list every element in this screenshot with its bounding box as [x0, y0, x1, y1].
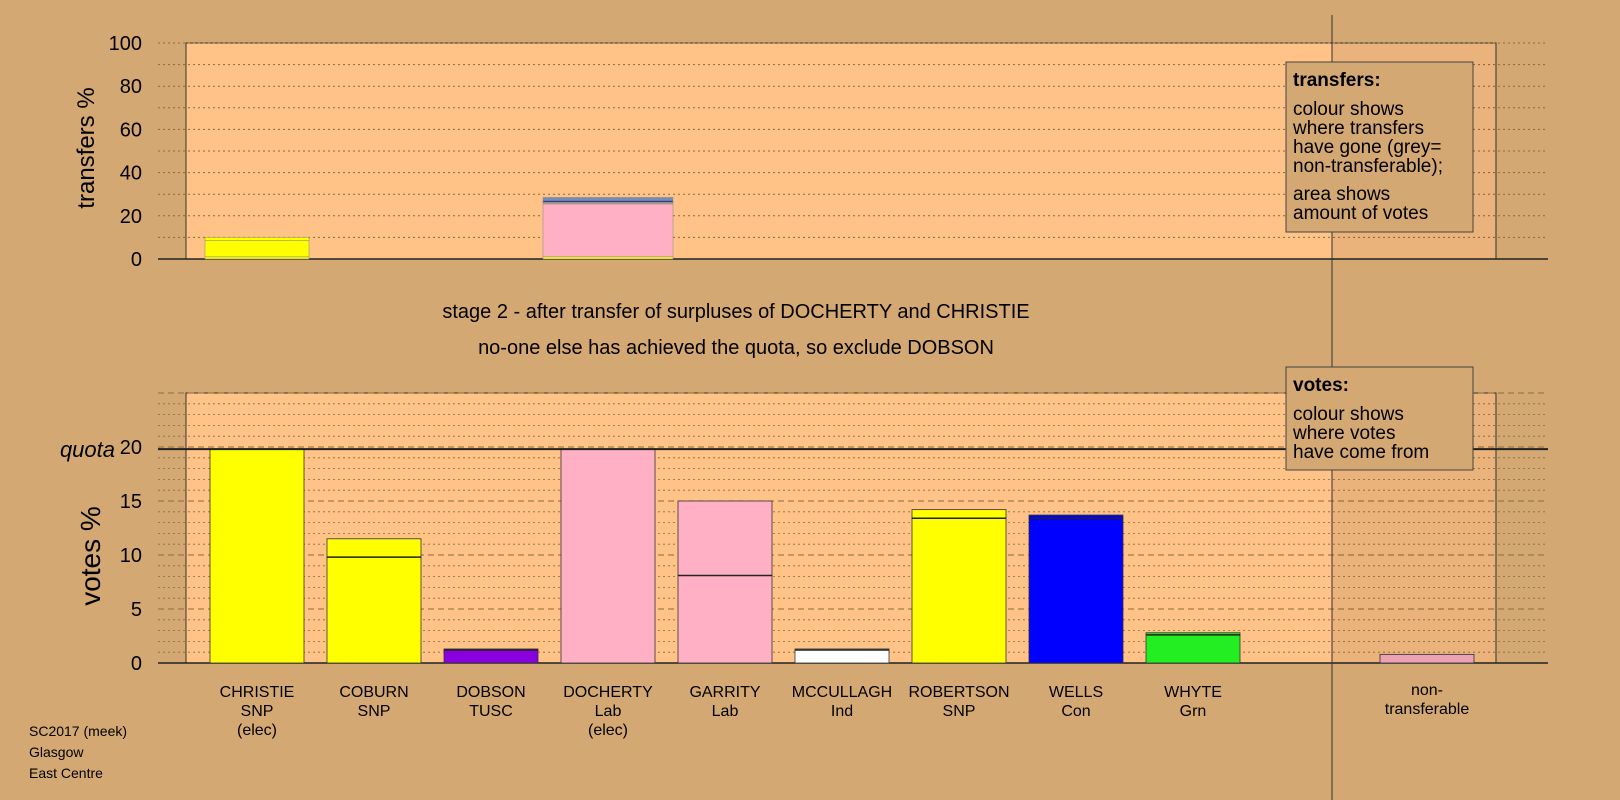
votes-y-ticks: 0 5 10 15 20 — [120, 437, 142, 675]
quota-label: quota — [60, 437, 115, 462]
transfers-y-axis-label: transfers % — [73, 87, 100, 208]
votes-legend: votes: colour shows where votes have com… — [1285, 366, 1474, 471]
candidate-party: Grn — [1180, 703, 1207, 720]
vote-bar-wells — [1028, 517, 1124, 664]
transfers-legend-heading: transfers: — [1293, 70, 1381, 91]
candidate-name: WELLS — [1049, 684, 1103, 701]
votes-y-axis-label: votes % — [75, 506, 106, 606]
transfer-segment-docherty — [542, 256, 674, 260]
vote-bar-christie — [209, 448, 305, 664]
candidate-name: COBURN — [339, 684, 408, 701]
transfers-y-tick-label: 80 — [120, 76, 142, 98]
footer-council: Glasgow — [29, 744, 84, 760]
transfer-segment-docherty — [542, 201, 674, 205]
vote-transfer-segment-robertson — [911, 509, 1007, 519]
candidate-party: TUSC — [469, 703, 513, 720]
candidate-name: DOBSON — [456, 684, 525, 701]
footer: SC2017 (meek) Glasgow East Centre — [29, 723, 127, 781]
transfers-gridlines — [158, 42, 1548, 260]
votes-legend-text: colour shows where votes have come from — [1292, 404, 1429, 463]
candidate-party: SNP — [943, 703, 976, 720]
vote-bar-coburn — [326, 556, 422, 664]
candidate-name: GARRITY — [689, 684, 760, 701]
vote-bar-robertson — [911, 517, 1007, 664]
transfers-bars — [204, 197, 674, 260]
transfers-y-tick-label: 0 — [131, 249, 142, 271]
vote-bar-mccullagh — [794, 649, 890, 664]
votes-y-tick-label: 20 — [120, 437, 142, 459]
votes-chart: 0 5 10 15 20 CHRISTIE SNP (elec) COBURN SNP DOBSO… — [60, 392, 1548, 739]
candidate-name: WHYTE — [1164, 684, 1222, 701]
candidate-party: Lab — [712, 703, 739, 720]
vote-transfer-segment-coburn — [326, 538, 422, 558]
stage-title: stage 2 - after transfer of surpluses of… — [442, 301, 1029, 323]
candidate-status: (elec) — [237, 722, 277, 739]
nontransferable-label: transferable — [1385, 701, 1470, 718]
votes-bars — [209, 448, 1475, 664]
votes-category-labels: CHRISTIE SNP (elec) COBURN SNP DOBSON TUSC DOCH… — [220, 682, 1470, 739]
votes-y-tick-label: 5 — [131, 599, 142, 621]
transfers-legend-text-2: area shows amount of votes — [1293, 184, 1428, 224]
transfers-legend-text-1: colour shows where transfers have gone (… — [1292, 99, 1447, 177]
nontransferable-bar — [1379, 653, 1475, 664]
vote-bar-docherty — [560, 448, 656, 664]
transfers-y-tick-label: 60 — [120, 119, 142, 141]
vote-transfer-segment-garrity — [677, 500, 773, 576]
transfer-segment-christie — [204, 240, 310, 258]
votes-y-tick-label: 15 — [120, 491, 142, 513]
transfers-chart: 0 20 40 60 80 100 transfers % — [73, 33, 1548, 271]
transfers-y-ticks: 0 20 40 60 80 100 — [109, 33, 142, 271]
candidate-status: (elec) — [588, 722, 628, 739]
vote-bar-whyte — [1145, 634, 1241, 664]
candidate-party: Lab — [595, 703, 622, 720]
footer-election: SC2017 (meek) — [29, 723, 127, 739]
transfers-legend: transfers: colour shows where transfers … — [1285, 61, 1474, 233]
footer-ward: East Centre — [29, 765, 103, 781]
candidate-party: SNP — [358, 703, 391, 720]
transfers-y-tick-label: 100 — [109, 33, 142, 55]
candidate-name: DOCHERTY — [563, 684, 653, 701]
votes-y-tick-label: 10 — [120, 545, 142, 567]
votes-legend-heading: votes: — [1293, 375, 1349, 396]
candidate-name: ROBERTSON — [908, 684, 1009, 701]
candidate-name: MCCULLAGH — [792, 684, 892, 701]
vote-bar-dobson — [443, 649, 539, 664]
transfer-segment-christie — [204, 237, 310, 241]
candidate-party: SNP — [241, 703, 274, 720]
candidate-name: CHRISTIE — [220, 684, 295, 701]
transfers-y-tick-label: 40 — [120, 163, 142, 185]
votes-y-tick-label: 0 — [131, 653, 142, 675]
transfer-segment-docherty — [542, 203, 674, 258]
nontransferable-label: non- — [1411, 682, 1443, 699]
candidate-party: Ind — [831, 703, 853, 720]
transfer-segment-docherty — [542, 197, 674, 201]
candidate-party: Con — [1061, 703, 1090, 720]
transfers-y-tick-label: 20 — [120, 206, 142, 228]
stage-subtitle: no-one else has achieved the quota, so e… — [478, 337, 994, 359]
transfer-segment-docherty — [542, 200, 674, 203]
transfer-segment-christie — [204, 256, 310, 260]
vote-bar-garrity — [677, 575, 773, 664]
